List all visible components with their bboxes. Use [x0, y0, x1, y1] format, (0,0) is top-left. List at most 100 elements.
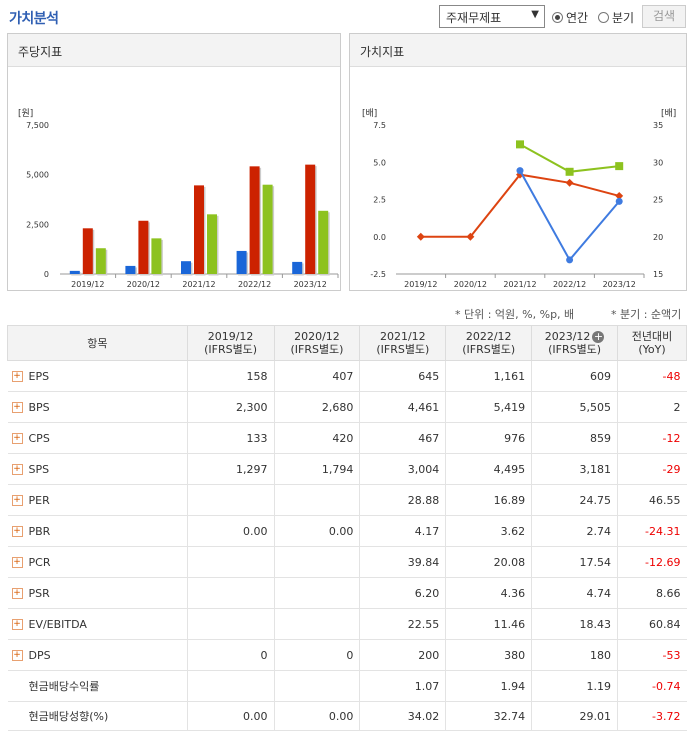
- x-tick-label: 2023/12: [294, 280, 327, 289]
- bar-sps: [318, 210, 329, 274]
- table-row: + EV/EBITDA 22.55 11.46 18.43 60.84: [7, 608, 687, 640]
- table-cell: [273, 670, 360, 702]
- y-right-tick-label: 20: [653, 233, 663, 242]
- table-cell: [273, 608, 360, 640]
- header-text: 2020/12: [294, 330, 340, 343]
- table-cell: 467: [359, 422, 446, 454]
- per-point: [615, 197, 623, 205]
- row-label-text: PBR: [28, 524, 51, 538]
- x-tick-label: 2021/12: [503, 280, 536, 289]
- expand-row-icon[interactable]: +: [11, 433, 23, 444]
- radio-annual-label: 연간: [566, 11, 589, 25]
- expand-row-icon[interactable]: +: [11, 619, 23, 630]
- y-tick-label: 2,500: [26, 220, 49, 229]
- table-cell: 0.00: [186, 515, 275, 547]
- statement-type-select[interactable]: 주재무제표 ▼: [439, 5, 545, 28]
- psr-point: [615, 162, 624, 171]
- expand-row-icon[interactable]: +: [11, 526, 23, 537]
- row-label: + CPS: [7, 422, 188, 454]
- table-cell: 0: [273, 639, 360, 671]
- table-cell: [186, 484, 275, 516]
- series-line-psr: [519, 143, 620, 173]
- table-cell: 29.01: [531, 701, 618, 731]
- expand-row-icon[interactable]: +: [11, 402, 23, 413]
- table-cell: 2.74: [531, 515, 618, 547]
- table-row: + PER 28.88 16.89 24.75 46.55: [7, 484, 687, 516]
- y-tick-label: 0: [44, 270, 49, 279]
- expand-columns-icon[interactable]: +: [592, 330, 605, 343]
- table-cell: 18.43: [531, 608, 618, 640]
- y-left-tick-label: 0.0: [373, 233, 386, 242]
- table-row: + EPS 158 407 645 1,161 609 -48: [7, 360, 687, 392]
- table-cell: 2,300: [186, 391, 275, 423]
- row-label: + SPS: [7, 453, 188, 485]
- x-tick-label: 2022/12: [238, 280, 271, 289]
- row-label-text: EV/EBITDA: [28, 617, 87, 631]
- table-cell: 17.54: [531, 546, 618, 578]
- table-cell: [186, 577, 275, 609]
- header-text: 전년대비: [631, 330, 673, 343]
- row-label-text: DPS: [28, 648, 51, 662]
- yoy-cell: -53: [617, 639, 687, 671]
- radio-unselected-icon: [598, 12, 609, 23]
- yoy-cell: -48: [617, 360, 687, 392]
- expand-row-icon[interactable]: +: [11, 650, 23, 661]
- search-button[interactable]: 검색: [642, 5, 686, 28]
- bar-sps: [95, 248, 106, 274]
- expand-row-icon[interactable]: +: [11, 464, 23, 475]
- radio-annual[interactable]: 연간: [552, 9, 588, 26]
- pbr-point: [615, 191, 624, 200]
- header-text: (IFRS별도): [548, 343, 602, 356]
- y-right-tick-label: 25: [653, 196, 663, 205]
- expand-row-icon[interactable]: +: [11, 557, 23, 568]
- header-text: 항목: [87, 336, 108, 350]
- value-table: 항목 2019/12 (IFRS별도) 2020/12 (IFRS별도) 2021/12(…: [7, 325, 687, 731]
- row-label-text: CPS: [28, 431, 50, 445]
- table-body: + EPS 158 407 645 1,161 609 -48 + BPS 2,300 2,680 4,…: [7, 360, 687, 731]
- yoy-cell: 8.66: [617, 577, 687, 609]
- table-cell: 1.94: [445, 670, 532, 702]
- per-point: [516, 167, 524, 175]
- row-label: + PER: [7, 484, 188, 516]
- table-cell: 133: [186, 422, 275, 454]
- table-row: 현금배당수익률 1.07 1.94 1.19 -0.74: [7, 670, 687, 702]
- table-cell: 0.00: [273, 701, 360, 731]
- bar-bps: [82, 228, 93, 274]
- row-label: + EPS: [7, 360, 188, 392]
- radio-selected-icon: [552, 12, 563, 23]
- expand-row-icon[interactable]: +: [11, 371, 23, 382]
- value-indicator-title: 가치지표: [350, 34, 686, 67]
- x-tick-label: 2019/12: [71, 280, 104, 289]
- table-cell: 3,181: [531, 453, 618, 485]
- table-cell: 4,495: [445, 453, 532, 485]
- row-label-text: BPS: [28, 400, 50, 414]
- row-label: + DPS: [7, 639, 188, 671]
- table-cell: 20.08: [445, 546, 532, 578]
- x-tick-label: 2021/12: [182, 280, 215, 289]
- table-row: + BPS 2,300 2,680 4,461 5,419 5,505 2: [7, 391, 687, 423]
- chevron-down-icon: ▼: [531, 9, 539, 20]
- expand-row-icon[interactable]: +: [11, 495, 23, 506]
- bar-eps: [69, 270, 80, 274]
- table-cell: 4,461: [359, 391, 446, 423]
- table-row: 현금배당성향(%) 0.00 0.00 34.02 32.74 29.01 -3.72: [7, 701, 687, 731]
- row-label-text: EPS: [28, 369, 50, 383]
- bar-sps: [207, 214, 217, 274]
- x-tick-label: 2023/12: [603, 280, 636, 289]
- header-col: 전년대비 (YoY): [617, 325, 687, 361]
- radio-quarter[interactable]: 분기: [598, 9, 634, 26]
- table-cell: [273, 484, 360, 516]
- bar-eps: [181, 261, 191, 274]
- table-cell: 609: [531, 360, 618, 392]
- table-cell: 5,419: [445, 391, 532, 423]
- table-cell: 16.89: [445, 484, 532, 516]
- header-col: 2020/12 (IFRS별도): [273, 325, 361, 361]
- row-label: + PSR: [7, 577, 188, 609]
- row-label-text: 현금배당수익률: [28, 680, 100, 693]
- header-col: 2021/12 (IFRS별도): [359, 325, 447, 361]
- y-right-tick-label: 30: [653, 158, 663, 167]
- yoy-cell: -12.69: [617, 546, 687, 578]
- yoy-cell: 60.84: [617, 608, 687, 640]
- row-label: 현금배당성향(%): [7, 701, 188, 731]
- expand-row-icon[interactable]: +: [11, 588, 23, 599]
